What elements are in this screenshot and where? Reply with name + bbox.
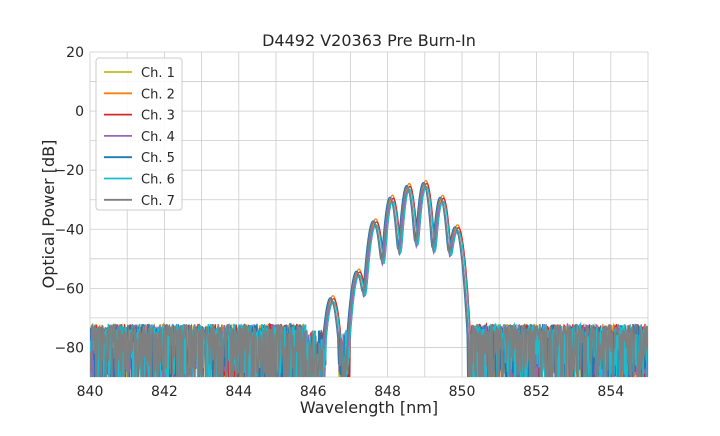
x-tick-label: 846	[300, 384, 327, 400]
series-layer	[90, 179, 648, 377]
x-tick-label: 842	[151, 384, 178, 400]
legend-label-ch3: Ch. 3	[141, 109, 175, 124]
x-tick-label: 852	[523, 384, 550, 400]
legend-label-ch1: Ch. 1	[141, 66, 175, 81]
x-tick-label: 844	[225, 384, 252, 400]
legend: Ch. 1 Ch. 2 Ch. 3 Ch. 4 Ch. 5 Ch. 6 Ch. 7	[95, 57, 183, 211]
y-tick-label: −20	[54, 163, 84, 179]
x-tick-label: 850	[449, 384, 476, 400]
legend-box	[95, 57, 183, 211]
legend-label-ch7: Ch. 7	[141, 194, 175, 209]
legend-label-ch5: Ch. 5	[141, 151, 175, 166]
y-tick-label: 0	[75, 104, 84, 120]
legend-label-ch4: Ch. 4	[141, 130, 175, 145]
legend-label-ch2: Ch. 2	[141, 87, 175, 102]
x-tick-label: 848	[374, 384, 401, 400]
x-tick-label: 840	[77, 384, 104, 400]
tick-labels: 840 842 844 846 848 850 852 854 −80 −60 −40 −20 0 20	[54, 45, 624, 400]
plot-area	[90, 52, 648, 377]
y-tick-label: −40	[54, 222, 84, 238]
chart-title: D4492 V20363 Pre Burn-In	[262, 31, 476, 50]
y-tick-label: 20	[66, 45, 84, 61]
y-tick-label: −80	[54, 340, 84, 356]
x-axis-label: Wavelength [nm]	[300, 398, 438, 417]
y-axis-label: Optical Power [dB]	[39, 140, 58, 289]
legend-label-ch6: Ch. 6	[141, 173, 175, 188]
series-line-ch7	[90, 183, 648, 377]
x-tick-label: 854	[597, 384, 624, 400]
y-tick-label: −60	[54, 281, 84, 297]
